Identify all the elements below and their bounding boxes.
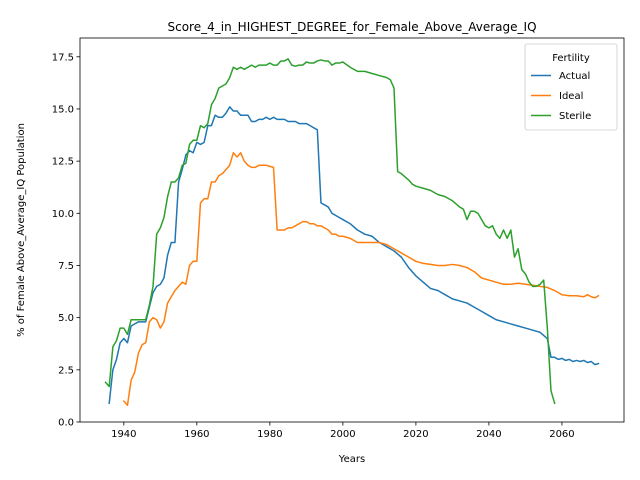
- y-tick-label: 5.0: [58, 313, 74, 324]
- x-axis-label: Years: [338, 454, 365, 465]
- x-tick-label: 1960: [184, 429, 209, 440]
- x-tick-label: 1980: [257, 429, 282, 440]
- y-tick-label: 0.0: [58, 418, 74, 429]
- legend-label-ideal: Ideal: [559, 91, 583, 102]
- x-tick-label: 2020: [403, 429, 428, 440]
- series-line-actual: [108, 106, 600, 405]
- x-tick-label: 2060: [549, 429, 574, 440]
- y-axis-label: % of Female Above_Average_IQ Population: [16, 123, 27, 337]
- series-line-sterile: [104, 58, 556, 405]
- x-tick-label: 2040: [476, 429, 501, 440]
- y-tick-label: 12.5: [52, 157, 74, 168]
- y-tick-label: 17.5: [52, 52, 74, 63]
- legend-label-sterile: Sterile: [559, 111, 591, 122]
- legend-box: [524, 43, 618, 131]
- y-tick-label: 7.5: [58, 261, 74, 272]
- legend-title: Fertility: [552, 53, 590, 64]
- y-tick-label: 2.5: [58, 365, 74, 376]
- legend-entries: Actual Ideal Sterile: [531, 71, 591, 122]
- x-tick-label: 1940: [111, 429, 136, 440]
- series-layer: [104, 58, 600, 407]
- chart-title: Score_4_in_HIGHEST_DEGREE_for_Female_Abo…: [167, 20, 536, 34]
- legend: Fertility Actual Ideal Sterile: [524, 43, 618, 131]
- y-tick-label: 10.0: [52, 209, 74, 220]
- axes-frame: [79, 37, 625, 423]
- series-line-ideal: [122, 152, 600, 407]
- x-axis: 1940 1960 1980 2000 2020 2040 2060: [111, 422, 575, 440]
- x-tick-label: 2000: [330, 429, 355, 440]
- y-axis: 0.0 2.5 5.0 7.5 10.0 12.5 15.0 17.5: [52, 52, 80, 429]
- legend-label-actual: Actual: [559, 71, 590, 82]
- y-tick-label: 15.0: [52, 104, 74, 115]
